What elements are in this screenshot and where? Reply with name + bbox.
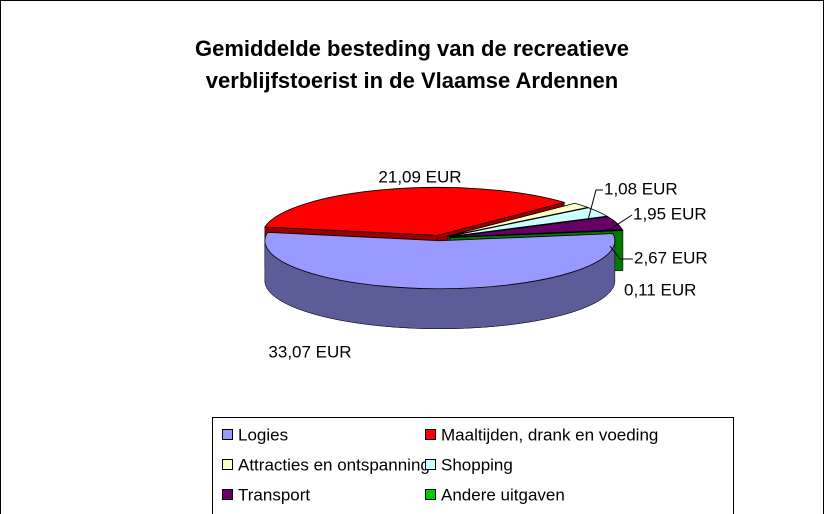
legend-swatch	[222, 429, 233, 440]
data-label: 1,08 EUR	[604, 179, 678, 198]
pie-slice	[449, 229, 624, 238]
pie-slice	[448, 207, 609, 237]
legend-label: Transport	[238, 485, 310, 504]
legend-swatch	[425, 459, 436, 470]
pie-slice	[264, 186, 566, 236]
legend-label: Andere uitgaven	[441, 485, 565, 504]
legend-box	[212, 417, 734, 514]
legend-swatch	[222, 489, 233, 500]
legend-label: Logies	[238, 425, 288, 444]
pie-slice	[264, 231, 616, 290]
pie-slice	[449, 216, 624, 238]
legend-label: Maaltijden, drank en voeding	[441, 425, 658, 444]
leader-line	[587, 189, 603, 221]
data-label: 1,95 EUR	[633, 204, 707, 223]
data-label: 2,67 EUR	[634, 248, 708, 267]
pie-slice	[447, 202, 590, 237]
chart-title: verblijfstoerist in de Vlaamse Ardennen	[206, 68, 618, 93]
legend-swatch	[222, 459, 233, 470]
chart-title: Gemiddelde besteding van de recreatieve	[195, 36, 629, 61]
data-label: 21,09 EUR	[378, 167, 461, 186]
leader-line	[599, 214, 633, 233]
data-label: 33,07 EUR	[268, 342, 351, 361]
legend-swatch	[425, 489, 436, 500]
pie-slice-group	[264, 231, 616, 329]
legend-label: Shopping	[441, 455, 513, 474]
legend-label: Attracties en ontspanning	[238, 455, 430, 474]
leader-line	[609, 245, 633, 260]
data-label: 0,11 EUR	[624, 280, 696, 299]
legend-swatch	[425, 429, 436, 440]
